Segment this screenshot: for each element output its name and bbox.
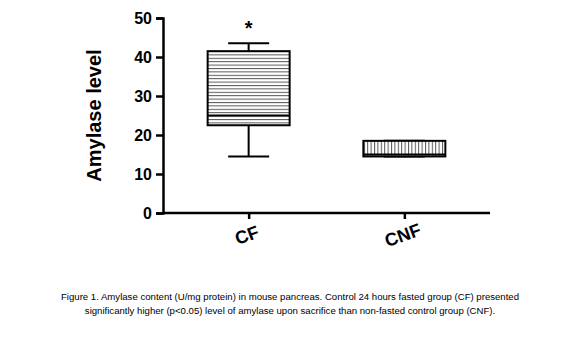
y-axis-title: Amylase level [83,49,105,181]
caption: significantly higher (p<0.05) level of a… [85,305,495,316]
y-tick: 10 [134,166,163,183]
y-tick: 30 [134,88,163,105]
whisker-cap-high [228,42,269,44]
y-tick-mark [156,212,163,215]
box-plot [208,43,290,156]
box [208,51,290,125]
y-tick-mark [156,17,163,20]
x-tick: CNF [382,213,424,251]
y-tick-label: 10 [134,166,152,183]
whisker-low [248,125,250,156]
x-axis-line [163,212,490,215]
plot-area [208,43,446,156]
y-tick-label: 50 [134,10,152,27]
y-tick-label: 0 [143,205,152,222]
whisker-cap-low [228,155,269,157]
median [363,154,445,156]
chart: 0 10 20 30 40 50 CF CNF Amylase level * Figure 1. … [0,0,580,348]
y-tick-mark [156,95,163,98]
box [363,141,445,157]
y-tick: 20 [134,127,163,144]
median [208,115,290,117]
y-tick: 50 [134,10,163,27]
y-tick-label: 40 [134,49,152,66]
y-tick-mark [156,134,163,137]
whisker-high [248,43,250,51]
y-tick-label: 20 [134,127,152,144]
x-tick-label: CF [232,222,261,249]
x-tick-label: CNF [382,220,424,251]
x-tick-mark [248,213,251,219]
y-tick-mark [156,56,163,59]
annotation: * [245,17,253,39]
caption: Figure 1. Amylase content (U/mg protein)… [61,291,519,302]
y-tick-label: 30 [134,88,152,105]
x-axis: CF CNF [163,213,490,251]
x-tick: CF [232,213,261,249]
y-tick: 40 [134,49,163,66]
y-tick: 0 [143,205,163,222]
y-axis: 0 10 20 30 40 50 [134,10,163,222]
x-tick-mark [404,213,407,219]
y-axis-line [156,19,164,214]
box-plot [363,141,445,157]
y-tick-mark [156,173,163,176]
